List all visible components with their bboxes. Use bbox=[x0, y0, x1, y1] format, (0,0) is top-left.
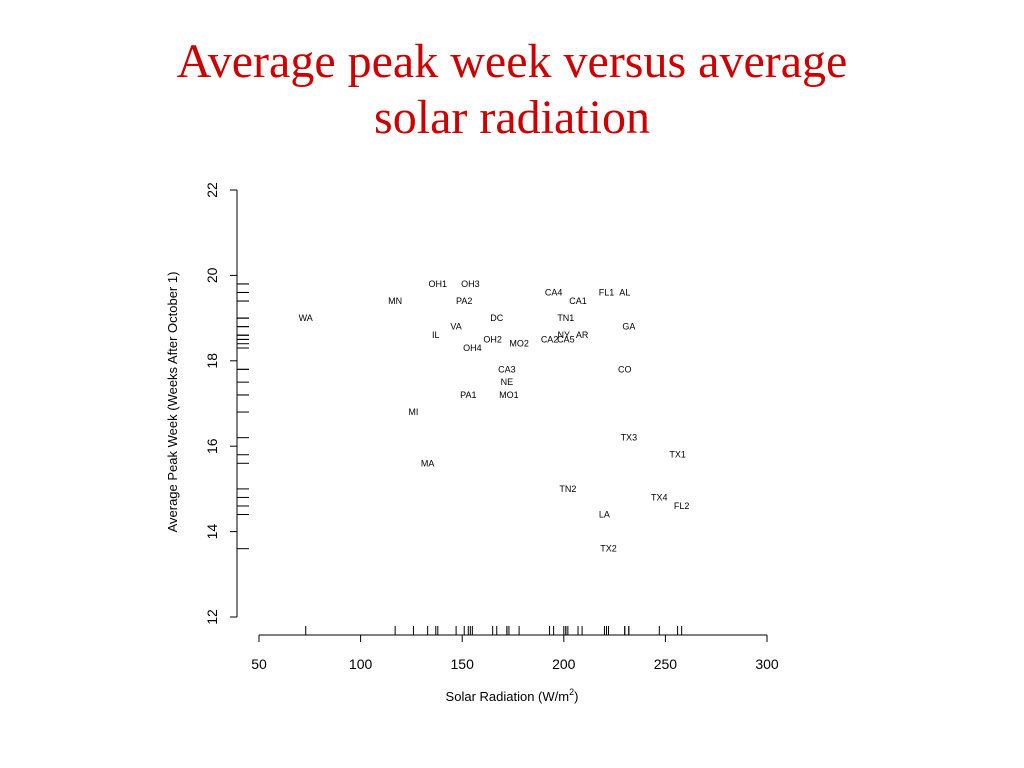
y-tick-label: 22 bbox=[204, 182, 220, 198]
data-point-label: MO2 bbox=[509, 339, 529, 349]
data-point-label: TX4 bbox=[651, 492, 668, 502]
y-tick-label: 14 bbox=[204, 524, 220, 540]
data-point-label: OH4 bbox=[463, 343, 482, 353]
data-point-label: AL bbox=[619, 287, 630, 297]
data-point-label: TN1 bbox=[557, 313, 574, 323]
y-tick-label: 12 bbox=[204, 609, 220, 625]
data-point-label: OH2 bbox=[483, 334, 502, 344]
data-point-label: PA1 bbox=[460, 390, 476, 400]
data-point-label: MI bbox=[408, 407, 418, 417]
slide-title: Average peak week versus average solar r… bbox=[0, 34, 1024, 146]
data-point-label: VA bbox=[450, 322, 461, 332]
data-point-label: CO bbox=[618, 364, 632, 374]
x-axis-title-main: Solar Radiation (W/m bbox=[446, 689, 570, 704]
data-point-label: DC bbox=[490, 313, 503, 323]
y-rug bbox=[237, 283, 249, 550]
slide-title-line-2: solar radiation bbox=[374, 91, 650, 144]
data-point-label: LA bbox=[599, 510, 610, 520]
y-tick-label: 20 bbox=[204, 267, 220, 283]
x-tick-label: 300 bbox=[755, 656, 779, 672]
data-point-label: FL1 bbox=[599, 287, 615, 297]
data-point-label: CA4 bbox=[545, 287, 563, 297]
x-tick-label: 250 bbox=[654, 656, 678, 672]
x-axis-title-close: ) bbox=[574, 689, 578, 704]
data-point-label: TN2 bbox=[559, 484, 576, 494]
data-point-label: MO1 bbox=[499, 390, 519, 400]
data-point-label: AR bbox=[576, 330, 589, 340]
data-point-label: OH3 bbox=[461, 279, 480, 289]
data-point-label: TX3 bbox=[621, 433, 638, 443]
data-point-label: NE bbox=[501, 377, 514, 387]
x-axis-title-superscript: 2 bbox=[569, 687, 574, 697]
y-tick-label: 16 bbox=[204, 438, 220, 454]
data-point-label: PA2 bbox=[456, 296, 472, 306]
data-point-label: CA5 bbox=[557, 334, 575, 344]
x-rug bbox=[305, 626, 683, 635]
y-axis: 12 14 16 18 20 22 bbox=[204, 182, 238, 625]
y-tick-label: 18 bbox=[204, 353, 220, 369]
data-point-label: WA bbox=[299, 313, 313, 323]
data-point-label: NY bbox=[558, 330, 571, 340]
x-tick-label: 200 bbox=[552, 656, 576, 672]
x-axis-title: Solar Radiation (W/m2) bbox=[446, 687, 579, 704]
data-point-label: CA1 bbox=[569, 296, 587, 306]
slide-title-line-1: Average peak week versus average bbox=[176, 35, 848, 88]
data-point-label: OH1 bbox=[429, 279, 448, 289]
x-tick-label: 50 bbox=[251, 656, 267, 672]
x-tick-label: 100 bbox=[349, 656, 373, 672]
data-point-label: TX1 bbox=[669, 450, 686, 460]
data-point-label: MA bbox=[421, 458, 435, 468]
data-point-label: IL bbox=[432, 330, 440, 340]
data-point-label: CA2 bbox=[541, 334, 559, 344]
x-axis: 50 100 150 200 250 300 bbox=[251, 634, 779, 672]
data-point-label: CA3 bbox=[498, 364, 516, 374]
data-point-label: FL2 bbox=[674, 501, 690, 511]
data-point-label: TX2 bbox=[600, 544, 617, 554]
data-point-label: MN bbox=[388, 296, 402, 306]
x-tick-label: 150 bbox=[451, 656, 475, 672]
data-point-label: GA bbox=[622, 322, 635, 332]
y-axis-title: Average Peak Week (Weeks After October 1… bbox=[165, 272, 180, 533]
